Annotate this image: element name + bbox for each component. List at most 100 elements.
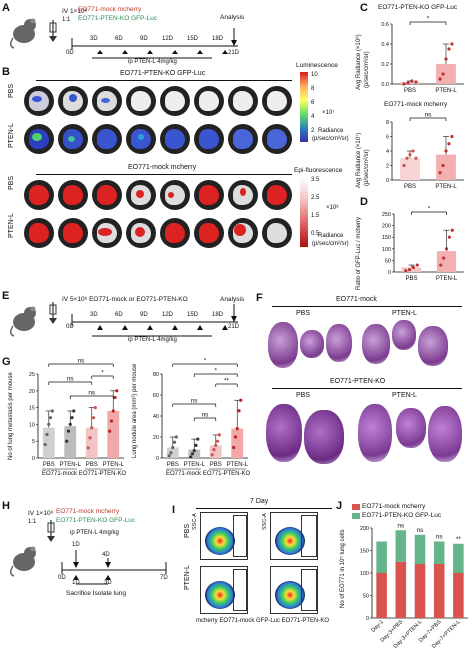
ko-line-label: EO771-PTEN-KO GFP-Luc <box>78 15 158 22</box>
stacked-bar <box>395 530 407 562</box>
sig-label: ns <box>67 376 75 383</box>
data-point <box>215 439 220 443</box>
data-point <box>237 409 241 413</box>
well <box>92 86 122 116</box>
i-row-label: PBS <box>184 523 191 538</box>
panel-label-e: E <box>2 290 10 302</box>
data-point <box>108 429 112 433</box>
y-tick-label: 15 <box>29 406 35 412</box>
sig-label: * <box>427 16 430 23</box>
x-tick-label: PBS <box>86 462 98 468</box>
syringe-icon <box>49 20 57 42</box>
well <box>160 180 190 210</box>
bar <box>64 426 77 458</box>
y-tick-label: 60 <box>153 393 159 399</box>
y-tick-label: 0.0 <box>381 82 389 88</box>
bar <box>209 445 222 458</box>
h-ratio-label: 1:1 <box>28 519 37 525</box>
panel-label-h: H <box>2 500 10 512</box>
j-legend-2: EO771-PTEN-KO GFP-Luc <box>362 512 442 519</box>
data-point <box>447 47 451 51</box>
data-point <box>190 452 195 456</box>
bar <box>400 158 420 180</box>
timeline-day: 15D <box>187 312 199 318</box>
sig-label: ns <box>397 522 405 529</box>
b-row-label: PTEN-L <box>8 123 15 148</box>
histology-lobe <box>266 404 302 462</box>
flow-plot <box>270 566 318 614</box>
data-point <box>450 228 454 232</box>
data-point <box>50 409 54 413</box>
data-point <box>239 398 243 402</box>
panel-label-b: B <box>2 66 10 78</box>
chart-c-top: 0.0 0.2 0.4 0.6 PBS PTEN-L * <box>381 16 464 94</box>
y-tick-label: 200 <box>382 224 391 230</box>
g-ylabel-1: No of lung metastasis per mouse <box>8 372 14 460</box>
stacked-bar <box>376 541 387 573</box>
data-point <box>70 416 74 420</box>
data-point <box>447 142 451 146</box>
data-point <box>47 422 51 426</box>
x-tick-label: PBS <box>405 276 417 282</box>
timeline-end: 21D <box>228 324 240 330</box>
well <box>126 180 156 210</box>
chart-d: 0 50 100 150 200 250 PBS PTEN-L * <box>382 206 464 282</box>
data-point <box>169 451 173 455</box>
bar <box>436 154 456 180</box>
well <box>24 86 54 116</box>
data-point <box>172 440 177 444</box>
y-tick-label: 8 <box>386 120 389 126</box>
timeline-day: 9D <box>140 312 148 318</box>
h-tick: 4D <box>102 552 110 558</box>
fluor-tick: 2.5 <box>311 195 320 201</box>
well <box>262 218 292 248</box>
h-ko-label: EO771-PTEN-KO GFP-Luc <box>56 517 136 524</box>
timeline-day: 18D <box>212 36 224 42</box>
lum-unit: (p/sec/cm²/sr) <box>312 136 349 142</box>
well <box>194 124 224 154</box>
y-tick-label: 50 <box>385 258 391 264</box>
data-point <box>66 429 71 433</box>
timeline-day: 3D <box>90 36 98 42</box>
lum-tick: 8 <box>311 86 315 92</box>
sig-label: ns <box>78 358 86 365</box>
data-point <box>444 149 448 153</box>
luminescence-row-pbs <box>24 86 292 116</box>
data-point <box>217 433 221 437</box>
timeline-day: 6D <box>115 312 123 318</box>
c-ylabel-2: Avg Radiance (×10⁷) <box>356 132 362 188</box>
y-tick-label: 0.2 <box>381 62 389 68</box>
f-title-2: EO771-PTEN-KO <box>330 378 386 385</box>
data-point <box>235 427 239 431</box>
timeline-day: 12D <box>162 312 174 318</box>
h-tick: 3D <box>104 580 112 586</box>
h-treatment-label: ip PTEN-L 4mg/kg <box>70 530 119 536</box>
well <box>92 218 122 248</box>
sig-label: ** <box>224 378 230 385</box>
e-analysis-label: Analysis <box>220 296 245 303</box>
bar <box>400 82 420 84</box>
legend-swatch-ko <box>352 513 360 519</box>
f-ptenl-label: PTEN-L <box>392 392 417 399</box>
e-injection-label: IV 5×10⁶ EO771-mock or EO771-PTEN-KO <box>62 296 188 303</box>
y-tick-label: 200 <box>360 526 369 532</box>
fluor-row-ptenl <box>24 218 292 248</box>
h-tick: 0D <box>58 575 66 581</box>
sig-label: ns <box>202 412 210 419</box>
well <box>262 124 292 154</box>
bar <box>188 449 201 458</box>
panel-label-j: J <box>336 500 343 512</box>
well <box>126 124 156 154</box>
group-label: EO771-PTEN-KO <box>203 471 251 477</box>
data-point <box>447 235 451 239</box>
panel-label-f: F <box>256 292 263 304</box>
f-ptenl-label: PTEN-L <box>392 310 417 317</box>
well <box>58 180 88 210</box>
timeline-h <box>61 550 167 585</box>
bar <box>107 410 120 458</box>
data-point <box>167 454 171 458</box>
well <box>58 218 88 248</box>
data-point <box>174 435 178 439</box>
well <box>160 86 190 116</box>
well <box>228 218 258 248</box>
